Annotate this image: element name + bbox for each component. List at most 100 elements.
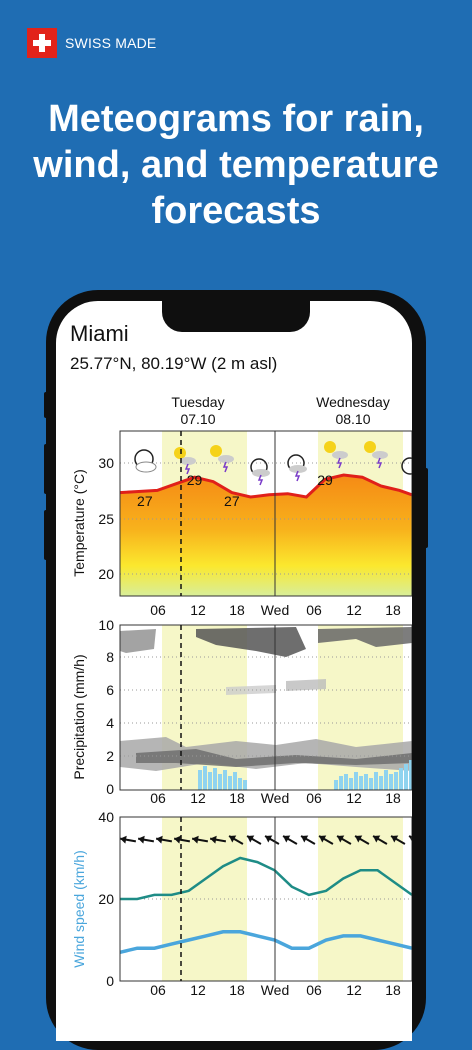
- temp-tick-25: 25: [98, 511, 114, 527]
- temperature-value-label: 27: [224, 493, 240, 509]
- temperature-value-label: 27: [137, 493, 153, 509]
- rain-bar: [399, 768, 403, 790]
- x-tick-label: 06: [150, 790, 166, 806]
- rain-bar: [364, 774, 368, 790]
- precip-tick-4: 4: [106, 715, 114, 731]
- wind-arrow-icon: [246, 835, 262, 845]
- day-date-tuesday: 07.10: [180, 411, 215, 427]
- headline-line-3: forecasts: [151, 190, 321, 232]
- rain-bar: [349, 778, 353, 790]
- wind-arrow-icon: [191, 835, 209, 844]
- temperature-x-axis: 06 12 18 Wed 06 12 18: [150, 602, 401, 618]
- sun-storm-icon: [210, 445, 234, 473]
- day-label-wednesday: Wednesday: [316, 394, 390, 410]
- wind-arrow-icon: [300, 835, 316, 845]
- ensemble-band: [318, 627, 412, 647]
- ensemble-band: [286, 679, 326, 691]
- headline: Meteograms for rain, wind, and temperatu…: [0, 96, 472, 234]
- wind-arrow-icon: [336, 835, 352, 845]
- rain-bar: [228, 776, 232, 790]
- swiss-made-badge: SWISS MADE: [27, 28, 156, 58]
- x-tick-label: 06: [306, 790, 322, 806]
- wind-arrow-icon: [408, 835, 412, 845]
- rain-bar: [213, 768, 217, 790]
- temp-tick-30: 30: [98, 455, 114, 471]
- precip-tick-0: 0: [106, 781, 114, 797]
- temperature-value-label: 29: [317, 472, 333, 488]
- wind-arrow-icon: [119, 835, 137, 844]
- rain-bar: [223, 770, 227, 790]
- x-tick-label: Wed: [261, 790, 290, 806]
- wind-axis-label: Wind speed (km/h): [71, 850, 87, 967]
- rain-bar: [394, 772, 398, 790]
- x-tick-label: 06: [306, 982, 322, 998]
- wind-panel: Wind speed (km/h) 40 20 0: [71, 809, 412, 989]
- precipitation-panel: Precipitation (mm/h) 10 8 6 4 2 0: [71, 617, 412, 797]
- x-tick-label: 18: [385, 982, 401, 998]
- power-button: [424, 468, 428, 548]
- precipitation-axis-label: Precipitation (mm/h): [71, 654, 87, 779]
- rain-bar: [369, 778, 373, 790]
- badge-label: SWISS MADE: [65, 35, 157, 51]
- rain-bar: [218, 774, 222, 790]
- rain-bar: [384, 770, 388, 790]
- precipitation-x-axis: 06 12 18 Wed 06 12 18: [150, 790, 401, 806]
- rain-bar: [389, 774, 393, 790]
- x-tick-label: 18: [385, 602, 401, 618]
- sun-storm-icon: [324, 441, 348, 469]
- rain-bar: [409, 760, 412, 790]
- x-tick-label: 12: [346, 602, 362, 618]
- wind-arrow-icon: [137, 835, 155, 844]
- ensemble-band: [226, 685, 276, 695]
- wind-arrow-icon: [173, 835, 191, 844]
- x-tick-label: 12: [190, 602, 206, 618]
- precip-tick-10: 10: [98, 617, 114, 633]
- rain-bar: [344, 774, 348, 790]
- wind-tick-0: 0: [106, 973, 114, 989]
- rain-bar: [238, 778, 242, 790]
- phone-screen: Miami 25.77°N, 80.19°W (2 m asl) Tuesday…: [56, 301, 412, 1041]
- x-tick-label: 12: [346, 982, 362, 998]
- wind-arrow-icon: [354, 835, 370, 845]
- city-name: Miami: [70, 321, 129, 346]
- rain-bar: [208, 772, 212, 790]
- phone-notch: [162, 300, 310, 332]
- meteogram[interactable]: Tuesday 07.10 Wednesday 08.10 27 29 27 29: [56, 301, 412, 1041]
- x-tick-label: 06: [150, 982, 166, 998]
- rain-bar: [339, 776, 343, 790]
- wind-direction-arrows: [119, 835, 412, 845]
- x-tick-label: 18: [229, 790, 245, 806]
- x-tick-label: 18: [229, 982, 245, 998]
- headline-line-2: wind, and temperature: [33, 144, 439, 186]
- wind-mean-line: [119, 930, 412, 955]
- rain-bar: [359, 776, 363, 790]
- temperature-panel: 27 29 27 29 Temperature (°C) 30 25 20: [71, 430, 412, 597]
- rain-bar: [203, 766, 207, 790]
- wind-arrow-icon: [264, 835, 280, 845]
- rain-bar: [243, 780, 247, 790]
- rain-bar: [198, 770, 202, 790]
- ensemble-band: [136, 749, 412, 767]
- wind-arrow-icon: [228, 835, 244, 845]
- swiss-flag-icon: [27, 28, 57, 58]
- sun-storm-icon: [174, 447, 196, 475]
- rain-bar: [379, 776, 383, 790]
- x-tick-label: Wed: [261, 602, 290, 618]
- x-tick-label: 12: [190, 982, 206, 998]
- day-date-wednesday: 08.10: [335, 411, 370, 427]
- ensemble-band: [120, 629, 156, 653]
- wind-arrow-icon: [155, 835, 173, 844]
- wind-gust-line: [120, 856, 412, 901]
- rain-bar: [374, 772, 378, 790]
- x-tick-label: 06: [150, 602, 166, 618]
- rain-bar: [334, 780, 338, 790]
- rain-bar: [354, 772, 358, 790]
- x-tick-label: 18: [229, 602, 245, 618]
- wind-arrow-icon: [282, 835, 298, 845]
- precip-tick-8: 8: [106, 649, 114, 665]
- x-tick-label: 18: [385, 790, 401, 806]
- temperature-area: [120, 475, 412, 596]
- wind-arrow-icon: [209, 835, 227, 844]
- moon-icon: [401, 457, 412, 475]
- temperature-value-label: 29: [187, 472, 203, 488]
